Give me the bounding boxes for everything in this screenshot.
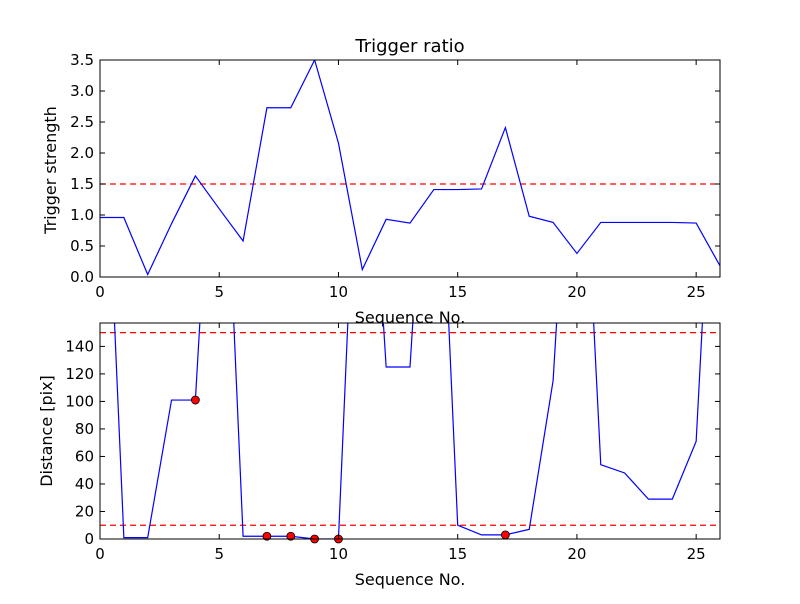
bottom-chart-marker-point [500,530,510,540]
top-chart-axes: 0 5 10 15 20 25 0.0 0.5 1.0 1.5 2.0 2.5 3.0 3.5 Trigge… [41,36,721,327]
bottom-chart-x-tick-label: 15 [448,545,467,563]
bottom-chart-x-tick-label: 10 [329,545,348,563]
top-chart-y-axis-label: Trigger strength [41,106,60,235]
top-chart-y-tick-label: 2.5 [70,113,94,131]
top-chart-y-tick-label: 3.0 [70,82,94,100]
top-chart-x-tick-label: 0 [95,283,105,301]
bottom-chart-y-tick-label: 140 [65,337,94,355]
bottom-chart-x-tick-label: 5 [214,545,224,563]
top-chart-y-tick-label: 2.0 [70,144,94,162]
top-chart-y-tick-label: 1.5 [70,175,94,193]
bottom-chart-x-tick-label: 0 [95,545,105,563]
bottom-chart-marker-point [190,395,200,405]
bottom-chart-x-tick-label: 20 [567,545,586,563]
top-chart-y-tick-label: 3.5 [70,51,94,69]
bottom-chart-y-tick-label: 100 [65,392,94,410]
bottom-chart-y-tick-label: 120 [65,365,94,383]
top-chart-y-tick-label: 1.0 [70,206,94,224]
top-chart-y-tick-label: 0.0 [70,268,94,286]
bottom-chart-x-tick-label: 25 [687,545,706,563]
bottom-chart-x-axis-label: Sequence No. [355,570,466,589]
top-chart-x-tick-label: 10 [329,283,348,301]
bottom-chart-frame [99,322,721,540]
bottom-chart-marker-point [286,531,296,541]
top-chart-y-tick-label: 0.5 [70,237,94,255]
bottom-chart-series-line-0 [113,323,703,539]
top-chart-title: Trigger ratio [354,36,464,57]
top-chart-frame [99,59,721,278]
top-chart-x-tick-label: 5 [214,283,224,301]
top-chart-x-axis-label: Sequence No. [355,308,466,327]
bottom-chart-y-tick-label: 40 [75,475,94,493]
top-chart-x-tick-label: 15 [448,283,467,301]
bottom-chart-axes: 0 5 10 15 20 25 0 20 40 60 80 100 120 140 Sequence No.… [37,322,721,589]
bottom-chart-y-axis-label: Distance [pix] [37,375,56,487]
bottom-chart-marker-point [262,531,272,541]
bottom-chart-y-tick-label: 0 [84,530,94,548]
top-chart-x-tick-label: 25 [687,283,706,301]
top-chart-series-line-0 [100,60,720,277]
bottom-chart-y-tick-label: 80 [75,420,94,438]
bottom-chart-y-tick-label: 20 [75,502,94,520]
top-chart-x-tick-label: 20 [567,283,586,301]
bottom-chart-y-tick-label: 60 [75,447,94,465]
